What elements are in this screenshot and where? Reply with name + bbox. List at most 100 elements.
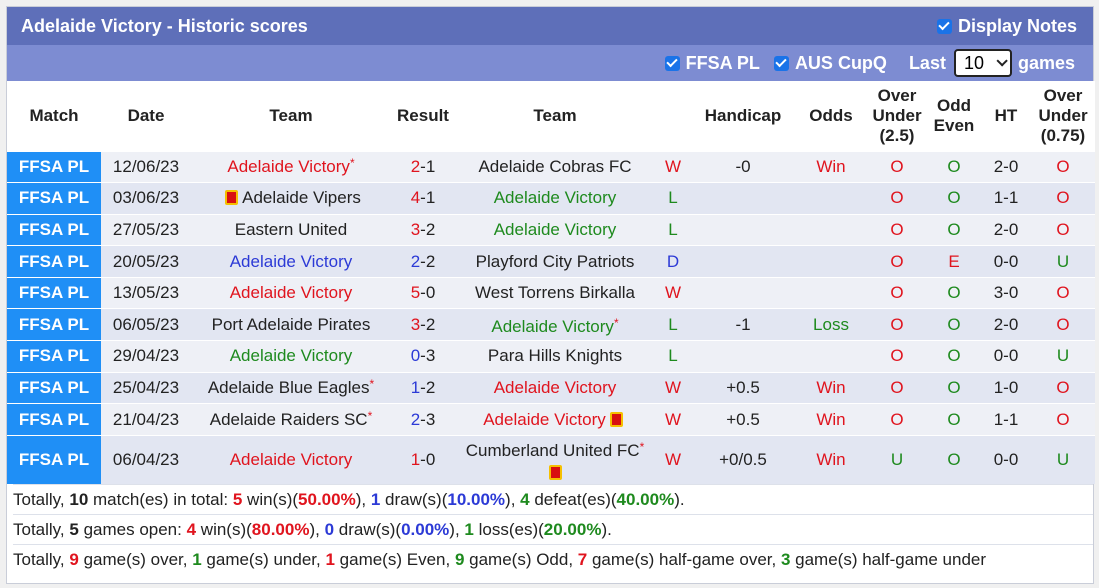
summary-segment: games open: (78, 519, 187, 539)
result-cell[interactable]: 2-2 (391, 245, 455, 278)
ffsa-checkbox[interactable] (664, 55, 680, 71)
home-team-name[interactable]: Adelaide Blue Eagles (207, 378, 370, 398)
away-team-name[interactable]: Adelaide Victory (493, 219, 617, 239)
away-team-name[interactable]: Adelaide Victory (491, 316, 614, 336)
table-row[interactable]: FFSA PL 21/04/23 Adelaide Raiders SC* 2-3 Ad… (7, 403, 1095, 436)
away-team-name[interactable]: Playford City Patriots (475, 251, 635, 271)
competition-cell[interactable]: FFSA PL (7, 150, 101, 183)
away-team-name[interactable]: Adelaide Victory (493, 188, 617, 208)
filter-aus-cupq[interactable]: AUS CupQ (773, 53, 887, 74)
summary-segment: loss(es)( (473, 519, 544, 539)
home-team-name[interactable]: Port Adelaide Pirates (211, 314, 371, 334)
table-row[interactable]: FFSA PL 13/05/23 Adelaide Victory 5-0 West T… (7, 276, 1095, 309)
competition-cell[interactable]: FFSA PL (7, 403, 101, 436)
display-notes-checkbox[interactable] (936, 18, 952, 34)
win-loss-cell: W (655, 434, 691, 484)
star-icon: * (639, 439, 645, 454)
result-cell[interactable]: 0-3 (391, 340, 455, 373)
over-under-075-cell: O (1031, 371, 1095, 404)
over-under-075-cell: O (1031, 213, 1095, 246)
filter-ffsa[interactable]: FFSA PL (664, 53, 760, 74)
away-team-name[interactable]: Adelaide Victory (493, 377, 617, 397)
odds-cell (795, 182, 867, 215)
result-cell[interactable]: 5-0 (391, 276, 455, 309)
result-cell[interactable]: 3-2 (391, 308, 455, 341)
col-handicap: Handicap (691, 81, 795, 151)
summary-segment: game(s) over, (78, 549, 193, 569)
table-row[interactable]: FFSA PL 06/05/23 Port Adelaide Pirates 3-2 A… (7, 308, 1095, 341)
display-notes-toggle[interactable]: Display Notes (936, 16, 1077, 37)
home-team-name[interactable]: Eastern United (234, 219, 348, 239)
competition-cell[interactable]: FFSA PL (7, 434, 101, 484)
odd-even-cell: O (927, 150, 981, 183)
home-team-name[interactable]: Adelaide Victory (229, 283, 353, 303)
table-row[interactable]: FFSA PL 27/05/23 Eastern United 3-2 Adelaide… (7, 213, 1095, 246)
competition-cell[interactable]: FFSA PL (7, 340, 101, 373)
competition-cell[interactable]: FFSA PL (7, 213, 101, 246)
away-team-name[interactable]: Adelaide Cobras FC (478, 156, 632, 176)
table-row[interactable]: FFSA PL 12/06/23 Adelaide Victory* 2-1 Adela… (7, 150, 1095, 183)
home-team-name[interactable]: Adelaide Vipers (242, 188, 361, 208)
away-team-name[interactable]: Para Hills Knights (487, 346, 623, 366)
home-team-name[interactable]: Adelaide Victory (229, 346, 353, 366)
win-loss-cell: L (655, 308, 691, 341)
result-cell[interactable]: 1-0 (391, 434, 455, 484)
date-cell: 27/05/23 (101, 213, 191, 246)
odds-cell: Loss (795, 308, 867, 341)
away-team-name[interactable]: Adelaide Victory (483, 409, 606, 429)
over-under-075-cell: U (1031, 245, 1095, 278)
result-cell[interactable]: 1-2 (391, 371, 455, 404)
date-cell: 21/04/23 (101, 403, 191, 436)
table-row[interactable]: FFSA PL 25/04/23 Adelaide Blue Eagles* 1-2 A… (7, 371, 1095, 404)
table-row[interactable]: FFSA PL 06/04/23 Adelaide Victory 1-0 Cumber… (7, 434, 1095, 484)
page-title: Adelaide Victory - Historic scores (21, 15, 308, 36)
competition-cell[interactable]: FFSA PL (7, 371, 101, 404)
date-cell: 12/06/23 (101, 150, 191, 183)
col-odd-even: Odd Even (927, 81, 981, 151)
over-under-25-cell: O (867, 371, 927, 404)
last-games-select[interactable]: 10 (953, 49, 1012, 77)
away-team-cell: Para Hills Knights (455, 340, 655, 373)
aus-cupq-checkbox[interactable] (773, 55, 789, 71)
competition-cell[interactable]: FFSA PL (7, 308, 101, 341)
last-label: Last (908, 52, 946, 73)
competition-cell[interactable]: FFSA PL (7, 276, 101, 309)
home-team-cell: Adelaide Victory (191, 340, 391, 373)
home-team-name[interactable]: Adelaide Victory (229, 449, 353, 469)
star-icon: * (369, 377, 375, 392)
col-odds: Odds (795, 81, 867, 151)
result-cell[interactable]: 2-1 (391, 150, 455, 183)
away-score: 1 (425, 188, 436, 208)
date-cell: 13/05/23 (101, 276, 191, 309)
result-cell[interactable]: 3-2 (391, 213, 455, 246)
table-row[interactable]: FFSA PL 29/04/23 Adelaide Victory 0-3 Para H… (7, 340, 1095, 373)
away-score: 0 (425, 449, 436, 469)
away-team-cell: West Torrens Birkalla (455, 276, 655, 309)
table-row[interactable]: FFSA PL 03/06/23 Adelaide Vipers 4-1 Adelaid… (7, 182, 1095, 215)
home-score: 2 (410, 409, 421, 429)
home-team-name[interactable]: Adelaide Victory (227, 157, 350, 177)
away-team-cell: Adelaide Victory (455, 371, 655, 404)
away-team-cell: Cumberland United FC* (455, 434, 655, 484)
away-score: 2 (425, 251, 436, 271)
home-team-name[interactable]: Adelaide Victory (229, 251, 353, 271)
competition-cell[interactable]: FFSA PL (7, 182, 101, 215)
home-team-name[interactable]: Adelaide Raiders SC (209, 410, 368, 430)
result-cell[interactable]: 2-3 (391, 403, 455, 436)
home-team-cell: Eastern United (191, 213, 391, 246)
away-team-name[interactable]: West Torrens Birkalla (475, 283, 635, 303)
summary-segment: defeat(es)( (529, 489, 617, 509)
summary-segment: 1 (464, 519, 474, 539)
summary-segment: 7 (577, 549, 588, 569)
summary-line: Totally, 5 games open: 4 win(s)(80.00%),… (13, 513, 1093, 544)
result-cell[interactable]: 4-1 (391, 182, 455, 215)
summary-segment: 20.00% (543, 519, 602, 539)
summary-segment: 3 (780, 549, 791, 569)
away-team-name[interactable]: Cumberland United FC (465, 440, 640, 460)
summary-segment: game(s) half-game under (790, 549, 987, 569)
away-score: 2 (425, 219, 436, 239)
table-row[interactable]: FFSA PL 20/05/23 Adelaide Victory 2-2 Playfo… (7, 245, 1095, 278)
home-team-cell: Adelaide Victory* (191, 150, 391, 183)
summary-segment: 9 (69, 549, 79, 569)
competition-cell[interactable]: FFSA PL (7, 245, 101, 278)
